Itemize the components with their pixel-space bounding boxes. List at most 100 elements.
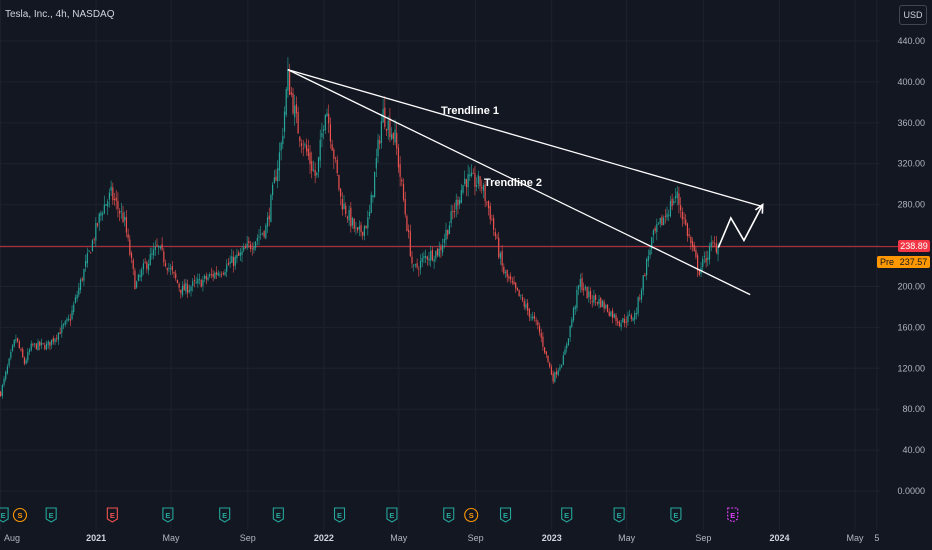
candle-body — [661, 216, 663, 226]
candle-body — [629, 314, 631, 316]
candle-body — [516, 287, 519, 291]
candle-body — [266, 217, 269, 227]
projection-arrow-head — [754, 203, 764, 214]
candle-body — [402, 183, 405, 200]
candle-body — [583, 288, 585, 291]
candle-body — [693, 244, 695, 251]
candle-body — [387, 120, 389, 130]
candle-body — [151, 253, 153, 255]
candle-body — [326, 113, 328, 117]
drawing-annotations: Trendline 1 Trendline 2 — [287, 69, 764, 296]
candle-body — [608, 311, 610, 316]
candle-body — [515, 282, 517, 289]
candle-body — [664, 215, 666, 217]
premarket-price-tag: Pre 237.57 — [877, 256, 930, 268]
candle-body — [134, 270, 136, 290]
candle-body — [457, 199, 459, 206]
trendline-2 — [287, 69, 751, 296]
candle-body — [295, 104, 298, 114]
candle-body — [137, 274, 139, 281]
candle-body — [416, 263, 418, 268]
earnings-marker — [386, 507, 398, 523]
candle-body — [171, 266, 173, 271]
candle-body — [112, 187, 114, 201]
candle-body — [601, 300, 604, 308]
candle-body — [122, 212, 124, 223]
candle-body — [226, 264, 228, 272]
candle-body — [312, 169, 315, 171]
candle-body — [498, 237, 500, 258]
candle-body — [358, 226, 360, 230]
candle-body — [527, 302, 529, 311]
candle-body — [520, 295, 522, 297]
x-tick-label: May — [618, 533, 636, 543]
candle-body — [329, 123, 332, 142]
candle-body — [396, 132, 398, 149]
candle-body — [321, 133, 323, 138]
candle-body — [440, 247, 442, 251]
candle-body — [200, 280, 202, 288]
candle-body — [209, 274, 211, 277]
candle-body — [535, 319, 537, 321]
candle-body — [557, 370, 559, 375]
candle-body — [481, 187, 483, 189]
projection-arrow-path — [717, 204, 764, 248]
candle-body — [375, 157, 377, 169]
candle-body — [545, 351, 547, 355]
candle-body — [130, 253, 133, 259]
candle-body — [319, 139, 321, 161]
candle-body — [391, 134, 393, 140]
candle-body — [513, 281, 515, 284]
candle-body — [193, 279, 196, 282]
candle-body — [686, 223, 689, 236]
candle-body — [272, 184, 274, 196]
currency-button[interactable]: USD — [899, 5, 927, 25]
x-tick-label: May — [847, 533, 865, 543]
y-tick-label: 360.00 — [897, 118, 925, 128]
candle-body — [657, 222, 660, 224]
candle-body — [637, 297, 639, 314]
candle-body — [409, 231, 411, 257]
candle-body — [234, 256, 236, 266]
last-price-tag: 238.89 — [898, 240, 930, 252]
candle-body — [421, 257, 423, 262]
candle-body — [430, 251, 432, 261]
candle-body — [360, 224, 362, 233]
trendline-1-label: Trendline 1 — [441, 105, 499, 117]
candle-body — [300, 143, 303, 146]
candle-body — [265, 225, 267, 239]
candle-body — [190, 286, 192, 291]
x-tick-label: 2022 — [314, 533, 334, 543]
candle-body — [290, 92, 292, 95]
candle-body — [355, 227, 357, 229]
candle-body — [222, 273, 224, 274]
candle-body — [703, 255, 706, 257]
earnings-marker — [670, 507, 682, 523]
candle-body — [540, 333, 542, 338]
candle-body — [346, 216, 349, 219]
candle-body — [542, 336, 544, 347]
candle-body — [447, 229, 449, 236]
candle-body — [445, 229, 447, 240]
candle-body — [678, 193, 680, 205]
event-marker-letter: E — [222, 511, 227, 520]
candle-body — [153, 249, 155, 256]
candle-body — [676, 191, 678, 198]
candle-body — [397, 147, 400, 168]
candle-body — [27, 351, 29, 361]
candle-body — [294, 105, 296, 118]
earnings-marker — [219, 507, 231, 523]
candle-body — [163, 251, 165, 263]
candle-body — [680, 205, 682, 211]
event-marker-letter: E — [564, 511, 569, 520]
candle-body — [671, 198, 673, 207]
candle-body — [78, 287, 80, 295]
candle-body — [158, 246, 160, 248]
candle-body — [411, 256, 413, 264]
candle-body — [20, 349, 22, 351]
candle-body — [372, 195, 374, 198]
candle-body — [606, 304, 609, 312]
candle-body — [204, 275, 206, 279]
x-tick-label: 2021 — [86, 533, 106, 543]
